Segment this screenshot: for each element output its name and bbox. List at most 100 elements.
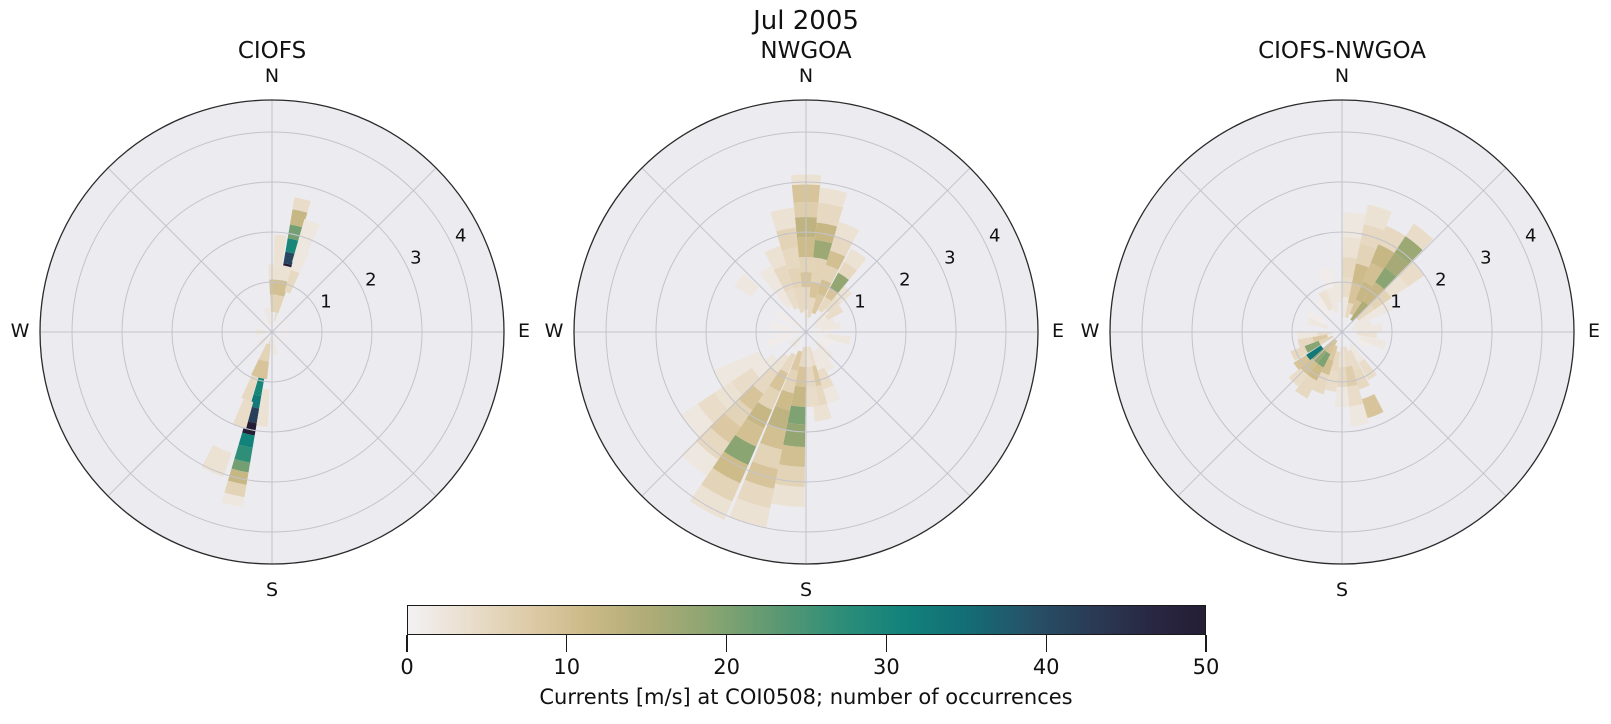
- radial-tick-label: 4: [1525, 225, 1537, 247]
- heatmap-cell: [813, 316, 828, 328]
- heatmap-cell: [780, 352, 797, 374]
- heatmap-cell: [771, 483, 805, 507]
- cardinal-label-s: S: [1335, 579, 1349, 601]
- heatmap-cell: [1343, 346, 1352, 367]
- heatmap-cell: [1363, 204, 1392, 231]
- polar-grid: [40, 100, 504, 564]
- heatmap-cell: [1351, 263, 1369, 286]
- heatmap-cell: [1370, 300, 1393, 319]
- grid-spoke: [107, 167, 273, 333]
- colorbar-tick: [566, 635, 568, 652]
- heatmap-cell: [273, 309, 279, 322]
- heatmap-cell: [263, 307, 272, 325]
- heatmap-cell: [838, 261, 857, 280]
- colorbar-tick: [885, 635, 887, 652]
- heatmap-cell: [774, 287, 793, 309]
- heatmap-cell: [1312, 334, 1328, 343]
- heatmap-cell: [1342, 257, 1357, 279]
- heatmap-cell: [734, 273, 759, 298]
- polar-grid: [1110, 100, 1574, 564]
- heatmap-cell: [1307, 363, 1324, 381]
- heatmap-cell: [810, 257, 828, 285]
- heatmap-cell: [1297, 330, 1318, 340]
- polar-axes-outline: [39, 99, 505, 565]
- colorbar-tick: [1205, 635, 1207, 652]
- heatmap-cell: [813, 239, 833, 261]
- heatmap-cell: [825, 250, 846, 270]
- heatmap-cell: [766, 334, 793, 348]
- heatmap-cell: [697, 392, 728, 424]
- heatmap-cell: [783, 422, 806, 447]
- colorbar-tick-label: 0: [400, 655, 414, 679]
- heatmap-cell: [284, 269, 300, 294]
- heatmap-cell: [231, 459, 251, 473]
- colorbar-tick-label: 40: [1032, 655, 1060, 679]
- cardinal-label-e: E: [1051, 320, 1065, 342]
- heatmap-cell: [811, 293, 825, 315]
- heatmap-cell: [771, 322, 792, 331]
- heatmap-cell: [1370, 244, 1395, 270]
- heatmap-cell: [1344, 302, 1354, 319]
- heatmap-cell: [807, 297, 816, 318]
- grid-spoke: [271, 331, 437, 497]
- heatmap-cell: [1300, 357, 1318, 376]
- heatmap-cell: [256, 388, 270, 427]
- heatmap-cell: [1311, 348, 1327, 364]
- colorbar-tick: [1045, 635, 1047, 652]
- heatmap-cell: [764, 245, 787, 270]
- cardinal-label-w: W: [10, 320, 30, 342]
- heatmap-cell: [1355, 243, 1377, 268]
- colorbar-tick: [726, 635, 728, 652]
- heatmap-cell: [760, 424, 787, 450]
- heatmap-cell: [268, 264, 294, 283]
- heatmap-cell: [825, 304, 844, 321]
- heatmap-cell: [829, 272, 849, 294]
- grid-spoke: [641, 167, 807, 333]
- heatmap-cell: [234, 444, 253, 463]
- heatmap-cell: [1360, 335, 1387, 350]
- cardinal-label-e: E: [1587, 320, 1601, 342]
- heatmap-cell: [1350, 300, 1369, 322]
- heatmap-cell: [241, 375, 259, 402]
- heatmap-cell: [695, 426, 730, 460]
- heatmap-cell: [258, 343, 271, 362]
- heatmap-cell: [201, 445, 232, 477]
- heatmap-cell: [793, 287, 805, 313]
- radial-tick-label: 3: [944, 247, 956, 269]
- heatmap-cell: [1342, 297, 1349, 318]
- radial-tick-label: 3: [1480, 247, 1492, 269]
- heatmap-cell: [270, 294, 285, 314]
- colorbar-tick-label: 20: [713, 655, 740, 679]
- heatmap-cell: [1319, 267, 1335, 290]
- heatmap-cell: [1311, 371, 1330, 395]
- cardinal-label-n: N: [1334, 65, 1350, 87]
- heatmap-cell: [738, 384, 764, 411]
- heatmap-cell: [251, 358, 269, 380]
- heatmap-cell: [292, 197, 311, 213]
- heatmap-cell: [249, 394, 262, 409]
- grid-spoke: [107, 331, 273, 497]
- heatmap-cell: [272, 339, 278, 355]
- heatmap-cell: [813, 403, 832, 422]
- heatmap-cell: [825, 333, 851, 345]
- heatmap-cell: [1347, 384, 1364, 407]
- heatmap-cell: [232, 398, 254, 429]
- radial-tick-label: 3: [410, 247, 422, 269]
- heatmap-cell: [805, 346, 813, 368]
- cardinal-label-w: W: [1080, 320, 1100, 342]
- heatmap-cell: [819, 336, 835, 346]
- radial-tick-label: 1: [854, 291, 866, 313]
- heatmap-cell: [814, 222, 838, 244]
- heatmap-cell: [1297, 336, 1314, 348]
- heatmap-cell: [1354, 312, 1375, 327]
- heatmap-cell: [751, 354, 778, 378]
- heatmap-cell: [1314, 298, 1332, 318]
- heatmap-cell: [770, 207, 796, 232]
- heatmap-cell: [1349, 343, 1365, 363]
- heatmap-cell: [775, 389, 794, 411]
- radial-tick-label: 2: [365, 269, 377, 291]
- heatmap-cell: [287, 224, 303, 241]
- heatmap-cell: [790, 350, 803, 372]
